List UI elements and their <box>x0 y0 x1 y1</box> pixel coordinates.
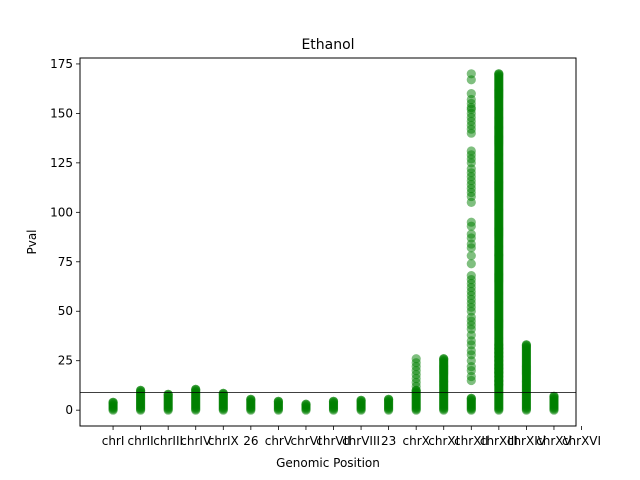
x-tick-label: 26 <box>243 434 258 448</box>
data-point <box>521 340 532 350</box>
y-tick-label: 125 <box>50 156 73 170</box>
data-point <box>466 251 476 261</box>
y-axis-label: Pval <box>25 229 39 254</box>
data-point <box>466 375 476 386</box>
x-tick-label: chrIV <box>180 434 212 448</box>
data-point <box>466 75 476 85</box>
y-axis: 0 25 50 75 100 125 150 175 <box>50 57 80 417</box>
data-point <box>466 393 476 403</box>
data-point <box>136 385 146 395</box>
data-point <box>356 395 366 405</box>
data-point <box>191 384 201 394</box>
y-tick-label: 50 <box>58 304 73 318</box>
data-point <box>273 396 283 406</box>
x-tick-label: chrXIV <box>507 434 547 448</box>
x-tick-label: chrIX <box>208 434 239 448</box>
x-tick-label: chrI <box>102 434 125 448</box>
y-tick-label: 150 <box>50 106 73 120</box>
data-points <box>108 69 559 415</box>
data-point <box>411 381 421 391</box>
x-tick-label: chrV <box>265 434 293 448</box>
x-tick-label: chrX <box>402 434 429 448</box>
data-point <box>328 396 339 406</box>
x-axis-label: Genomic Position <box>276 456 380 470</box>
y-tick-label: 75 <box>58 255 73 269</box>
data-point <box>218 388 228 398</box>
x-tick-label: chrXI <box>428 434 459 448</box>
data-point <box>246 394 256 404</box>
x-tick-label: chrVI <box>291 434 322 448</box>
data-point <box>384 394 394 404</box>
data-point <box>108 397 118 407</box>
x-tick-label: chrXVI <box>562 434 601 448</box>
y-tick-label: 25 <box>58 354 73 368</box>
x-tick-label: chrXV <box>536 434 572 448</box>
x-tick-label: chrXIII <box>480 434 518 448</box>
data-point <box>466 243 476 253</box>
data-point <box>549 391 559 401</box>
y-tick-label: 175 <box>50 57 73 71</box>
y-tick-label: 100 <box>50 205 73 219</box>
x-tick-label: chrIII <box>153 434 183 448</box>
x-tick-label: chrXII <box>454 434 488 448</box>
data-point <box>494 379 504 390</box>
x-tick-label: chrVII <box>316 434 350 448</box>
x-tick-label: chrII <box>128 434 154 448</box>
data-point <box>301 399 311 409</box>
data-point <box>466 197 476 207</box>
data-point <box>466 259 476 269</box>
data-point <box>494 69 504 79</box>
data-point <box>163 389 173 399</box>
y-tick-label: 0 <box>65 403 73 417</box>
plot-frame <box>79 57 577 427</box>
chart-title: Ethanol <box>301 37 354 53</box>
x-tick-label: chrVIII <box>342 434 380 448</box>
data-point <box>466 128 476 138</box>
data-point <box>466 221 476 231</box>
data-point <box>439 354 449 364</box>
x-tick-label: 23 <box>381 434 396 448</box>
